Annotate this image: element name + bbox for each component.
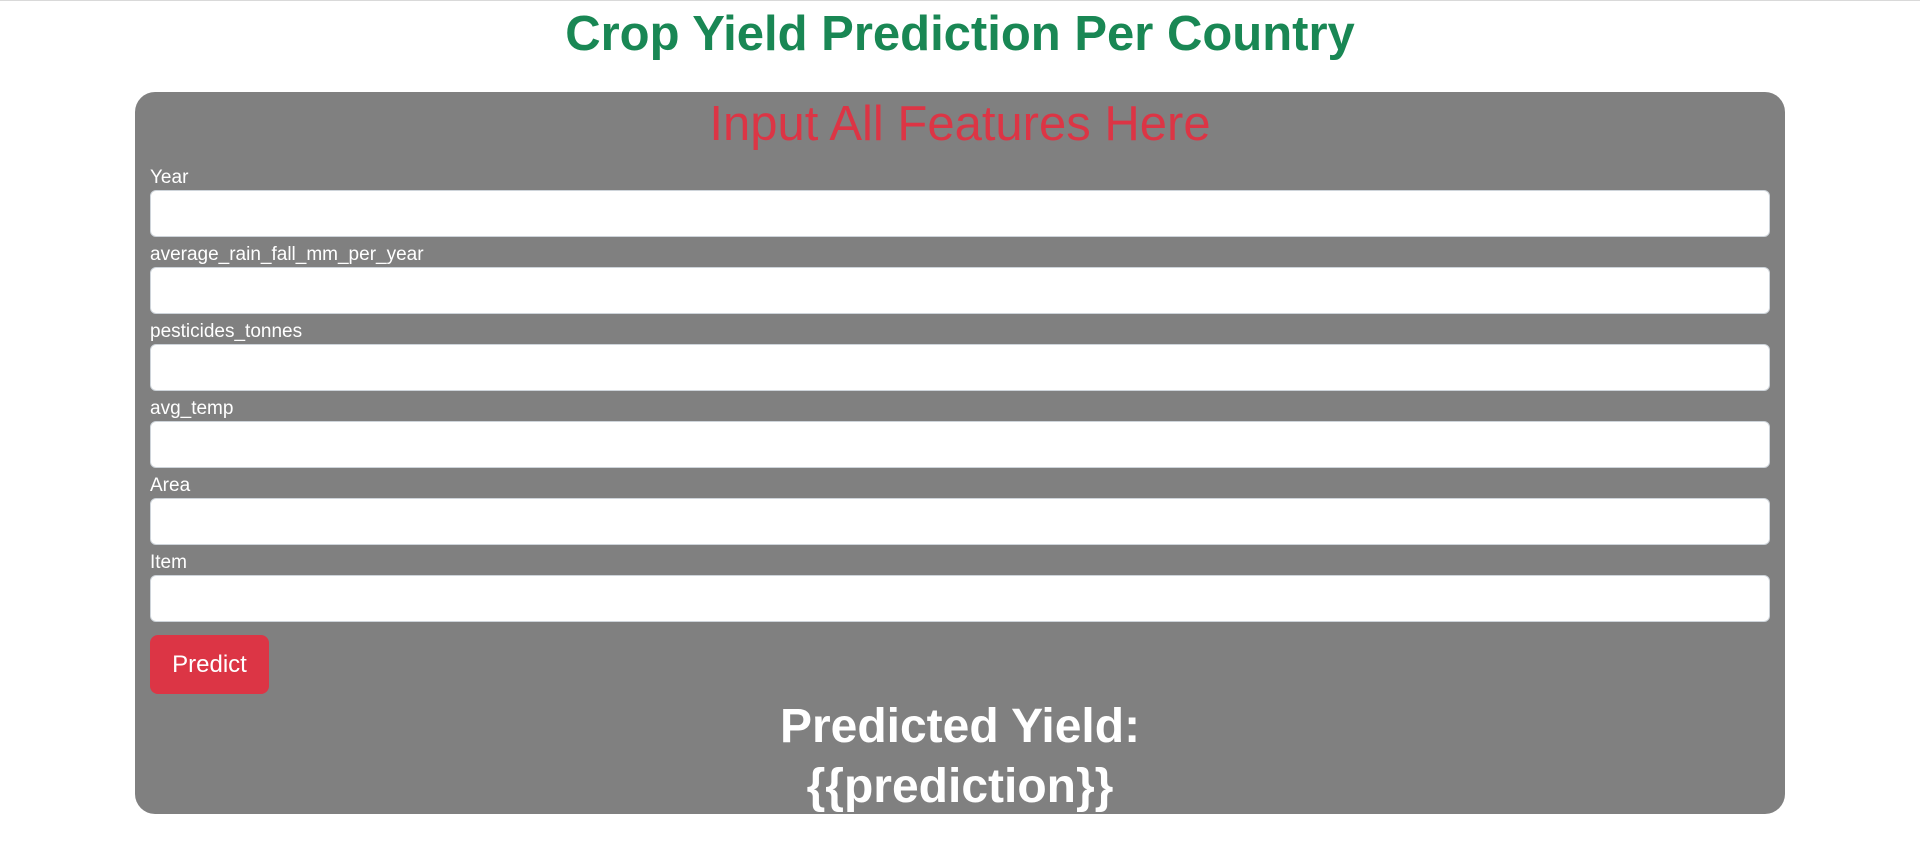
area-label: Area [150, 475, 191, 496]
year-input[interactable] [150, 190, 1770, 237]
field-pesticides-tonnes: pesticides_tonnes [150, 320, 1770, 391]
top-divider [0, 0, 1920, 1]
area-input[interactable] [150, 498, 1770, 545]
prediction-result: Predicted Yield: {{prediction}} [135, 697, 1785, 817]
field-average-rain-fall: average_rain_fall_mm_per_year [150, 243, 1770, 314]
item-label: Item [150, 552, 187, 573]
average-rain-fall-label: average_rain_fall_mm_per_year [150, 244, 424, 265]
prediction-form-card: Input All Features Here Year average_rai… [135, 92, 1785, 814]
avg-temp-label: avg_temp [150, 398, 234, 419]
field-area: Area [150, 474, 1770, 545]
item-input[interactable] [150, 575, 1770, 622]
predicted-yield-label: Predicted Yield: [779, 700, 1141, 753]
predict-button[interactable]: Predict [150, 635, 269, 694]
average-rain-fall-input[interactable] [150, 267, 1770, 314]
field-year: Year [150, 166, 1770, 237]
field-item: Item [150, 551, 1770, 622]
form-heading: Input All Features Here [709, 97, 1211, 151]
pesticides-tonnes-input[interactable] [150, 344, 1770, 391]
predicted-yield-value: {{prediction}} [806, 760, 1114, 813]
year-label: Year [150, 167, 189, 188]
pesticides-tonnes-label: pesticides_tonnes [150, 321, 303, 342]
avg-temp-input[interactable] [150, 421, 1770, 468]
page-title: Crop Yield Prediction Per Country [565, 7, 1355, 61]
field-avg-temp: avg_temp [150, 397, 1770, 468]
